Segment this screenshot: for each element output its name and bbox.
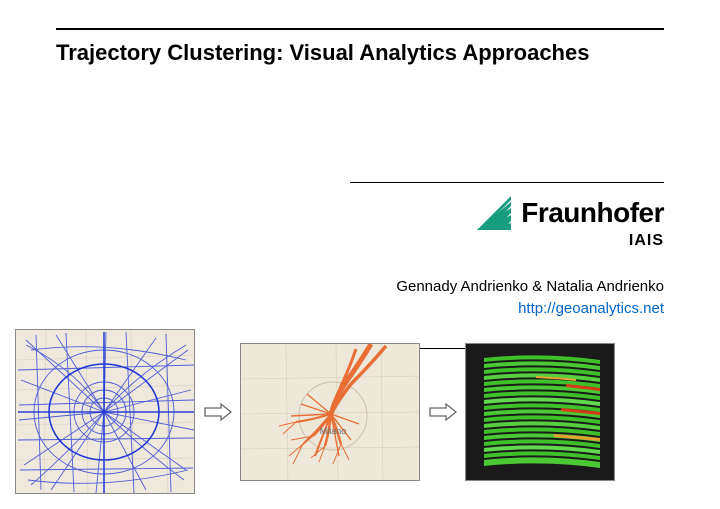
logo-subunit: IAIS (629, 232, 664, 250)
figure-1-blue-trajectories (15, 329, 195, 494)
arrow-1 (195, 403, 240, 421)
figure-row: Milano (15, 329, 664, 494)
mid-rule (350, 182, 664, 183)
arrow-right-icon (429, 403, 457, 421)
top-rule (56, 28, 664, 30)
arrow-right-icon (204, 403, 232, 421)
arrow-2 (420, 403, 465, 421)
figure-3-spacetime-cube (465, 343, 615, 481)
map-label: Milano (320, 426, 347, 436)
fraunhofer-mark-icon (477, 196, 511, 230)
authors: Gennady Andrienko & Natalia Andrienko (396, 278, 664, 295)
fraunhofer-logo: Fraunhofer IAIS (477, 196, 664, 250)
slide-title: Trajectory Clustering: Visual Analytics … (56, 40, 589, 66)
logo-wordmark: Fraunhofer (521, 197, 664, 229)
website-link[interactable]: http://geoanalytics.net (518, 300, 664, 317)
figure-2-orange-cluster: Milano (240, 343, 420, 481)
